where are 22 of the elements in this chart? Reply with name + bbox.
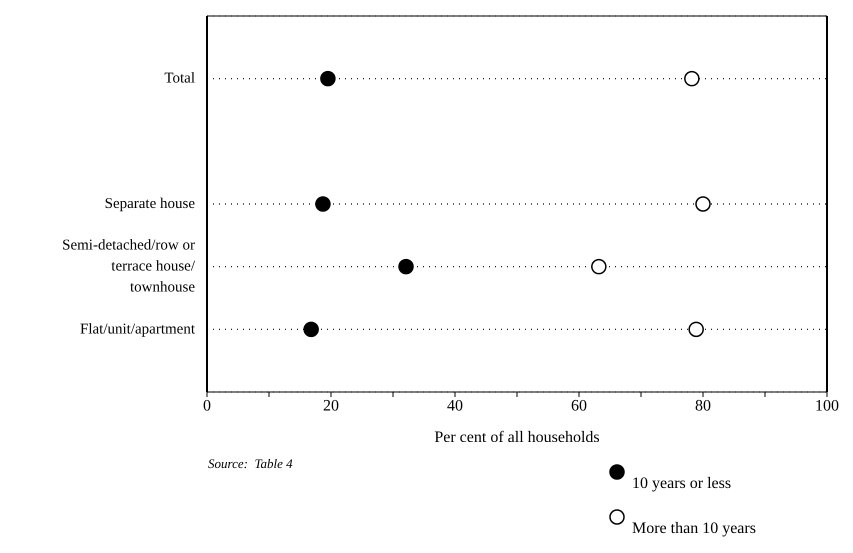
point xyxy=(398,258,414,274)
point xyxy=(591,258,607,274)
x-tick-label: 60 xyxy=(571,397,587,414)
y-tick-label: Total xyxy=(164,70,195,87)
point xyxy=(303,322,319,338)
x-tick-label: 100 xyxy=(815,397,839,414)
legend-label: 10 years or less xyxy=(632,475,732,493)
y-tick-label: Flat/unit/apartment xyxy=(80,321,196,338)
y-tick-label: Separate house xyxy=(104,196,196,212)
point xyxy=(315,196,331,212)
y-tick-label: Semi-detached/row or terrace house/ townhouse xyxy=(62,238,196,296)
point xyxy=(695,196,711,212)
point xyxy=(684,70,700,86)
x-tick-label: 20 xyxy=(323,397,339,414)
source-note: Source: Table 4 xyxy=(208,456,293,472)
x-tick-label: 0 xyxy=(203,397,211,414)
x-tick-label: 40 xyxy=(447,397,463,414)
point xyxy=(688,322,704,338)
x-axis-title: Per cent of all households xyxy=(434,429,600,446)
legend-label: More than 10 years xyxy=(632,520,756,538)
x-tick-label: 80 xyxy=(695,397,711,414)
point xyxy=(320,70,336,86)
